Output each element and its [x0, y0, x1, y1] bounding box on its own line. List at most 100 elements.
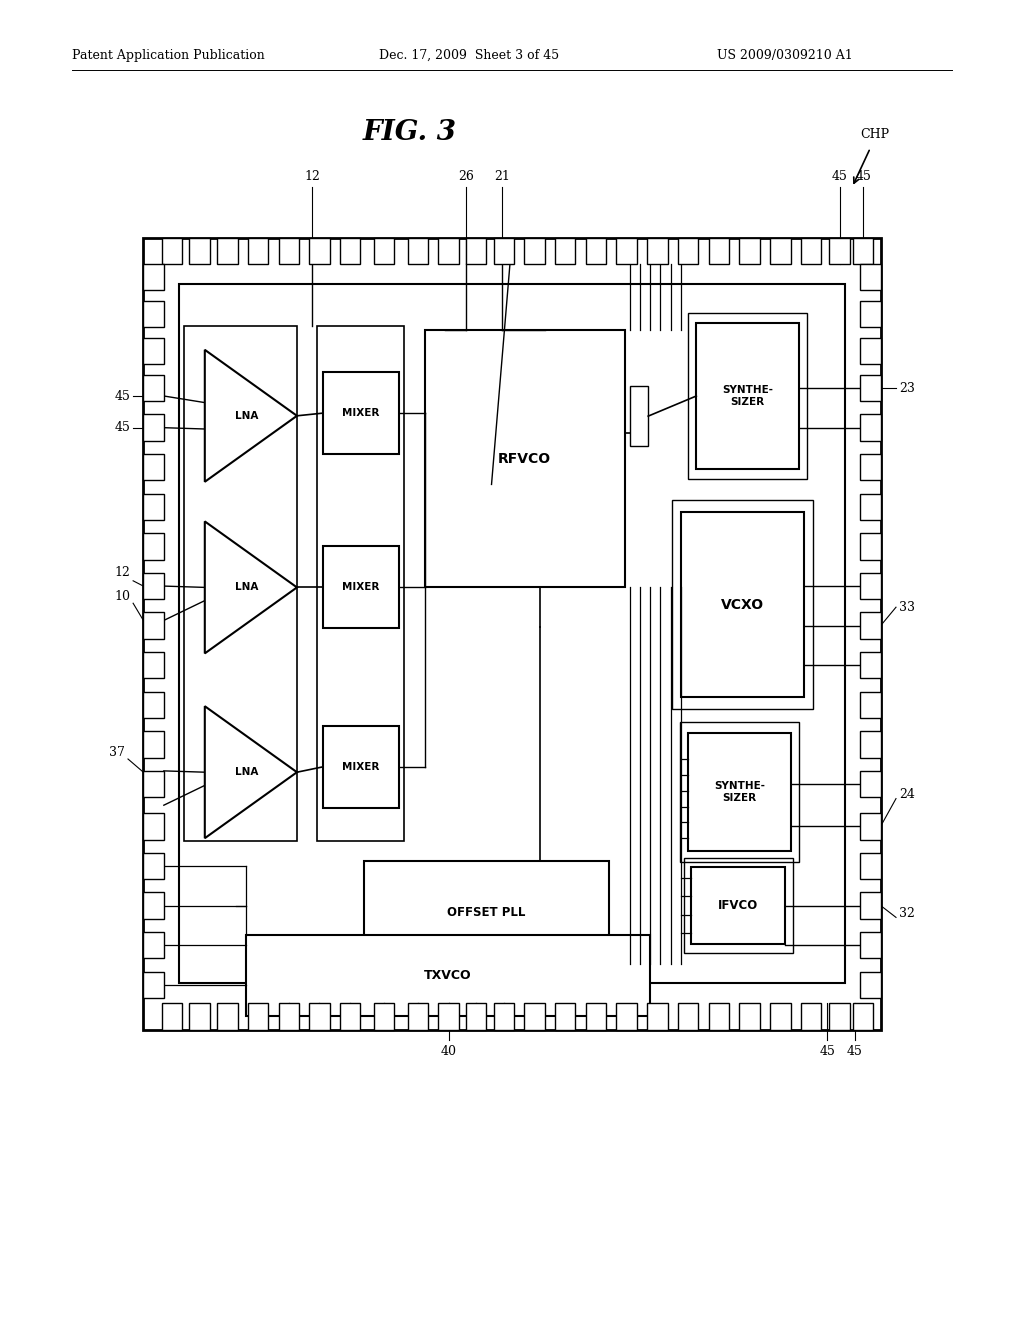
Bar: [309, 1003, 330, 1030]
Bar: [860, 692, 881, 718]
Bar: [248, 238, 268, 264]
Bar: [466, 1003, 486, 1030]
Bar: [860, 494, 881, 520]
Bar: [853, 1003, 873, 1030]
Bar: [829, 1003, 850, 1030]
Bar: [143, 612, 164, 639]
Bar: [438, 1003, 459, 1030]
Bar: [340, 238, 360, 264]
Text: VCXO: VCXO: [721, 598, 764, 611]
Bar: [162, 238, 182, 264]
Bar: [860, 771, 881, 797]
Bar: [672, 500, 813, 709]
Bar: [143, 454, 164, 480]
Polygon shape: [205, 521, 297, 653]
Text: 24: 24: [899, 788, 915, 801]
Bar: [555, 238, 575, 264]
Bar: [494, 1003, 514, 1030]
Bar: [143, 264, 164, 290]
Bar: [143, 238, 881, 1030]
Bar: [691, 867, 785, 944]
Bar: [408, 238, 428, 264]
Text: 45: 45: [831, 170, 848, 183]
Text: CHP: CHP: [860, 128, 889, 141]
Bar: [647, 1003, 668, 1030]
Bar: [770, 238, 791, 264]
Bar: [189, 1003, 210, 1030]
Bar: [143, 652, 164, 678]
Text: OFFSET PLL: OFFSET PLL: [447, 906, 525, 919]
Bar: [374, 238, 394, 264]
Bar: [860, 731, 881, 758]
Bar: [860, 301, 881, 327]
Text: 32: 32: [899, 907, 915, 920]
Bar: [681, 512, 804, 697]
Text: TXVCO: TXVCO: [424, 969, 472, 982]
Text: SYNTHE-
SIZER: SYNTHE- SIZER: [714, 781, 765, 803]
Text: 45: 45: [114, 389, 130, 403]
Bar: [860, 652, 881, 678]
Bar: [374, 1003, 394, 1030]
Bar: [684, 858, 793, 953]
Bar: [801, 238, 821, 264]
Bar: [678, 1003, 698, 1030]
Bar: [143, 932, 164, 958]
Bar: [279, 238, 299, 264]
Bar: [494, 238, 514, 264]
Bar: [860, 338, 881, 364]
Text: 33: 33: [899, 601, 915, 614]
Text: 45: 45: [819, 1045, 836, 1059]
Bar: [860, 853, 881, 879]
Bar: [801, 1003, 821, 1030]
Bar: [696, 323, 799, 469]
Bar: [688, 313, 807, 479]
Bar: [555, 1003, 575, 1030]
Text: 23: 23: [899, 381, 915, 395]
Bar: [425, 330, 625, 587]
Text: 37: 37: [109, 746, 125, 759]
Text: 12: 12: [114, 566, 130, 579]
Bar: [217, 1003, 238, 1030]
Bar: [770, 1003, 791, 1030]
Text: MIXER: MIXER: [342, 408, 380, 418]
Bar: [143, 692, 164, 718]
Bar: [143, 972, 164, 998]
Bar: [466, 238, 486, 264]
Bar: [248, 1003, 268, 1030]
Bar: [860, 375, 881, 401]
Bar: [184, 326, 297, 841]
Bar: [179, 284, 845, 983]
Bar: [586, 1003, 606, 1030]
Bar: [189, 238, 210, 264]
Bar: [143, 301, 164, 327]
Text: RFVCO: RFVCO: [499, 451, 551, 466]
Text: MIXER: MIXER: [342, 762, 380, 772]
Bar: [829, 238, 850, 264]
Bar: [860, 972, 881, 998]
Text: 40: 40: [440, 1045, 457, 1059]
Bar: [688, 733, 791, 851]
Bar: [143, 494, 164, 520]
Text: US 2009/0309210 A1: US 2009/0309210 A1: [717, 49, 853, 62]
Text: FIG. 3: FIG. 3: [362, 119, 457, 145]
Bar: [323, 726, 399, 808]
Text: IFVCO: IFVCO: [718, 899, 759, 912]
Bar: [309, 238, 330, 264]
Bar: [680, 722, 799, 862]
Bar: [323, 372, 399, 454]
Text: 45: 45: [847, 1045, 863, 1059]
Text: LNA: LNA: [234, 767, 258, 777]
Bar: [317, 326, 404, 841]
Bar: [860, 573, 881, 599]
Bar: [438, 238, 459, 264]
Text: LNA: LNA: [234, 411, 258, 421]
Bar: [709, 238, 729, 264]
Bar: [616, 238, 637, 264]
Bar: [143, 375, 164, 401]
Bar: [143, 414, 164, 441]
Bar: [143, 338, 164, 364]
Bar: [860, 264, 881, 290]
Bar: [739, 1003, 760, 1030]
Bar: [323, 546, 399, 628]
Text: 45: 45: [114, 421, 130, 434]
